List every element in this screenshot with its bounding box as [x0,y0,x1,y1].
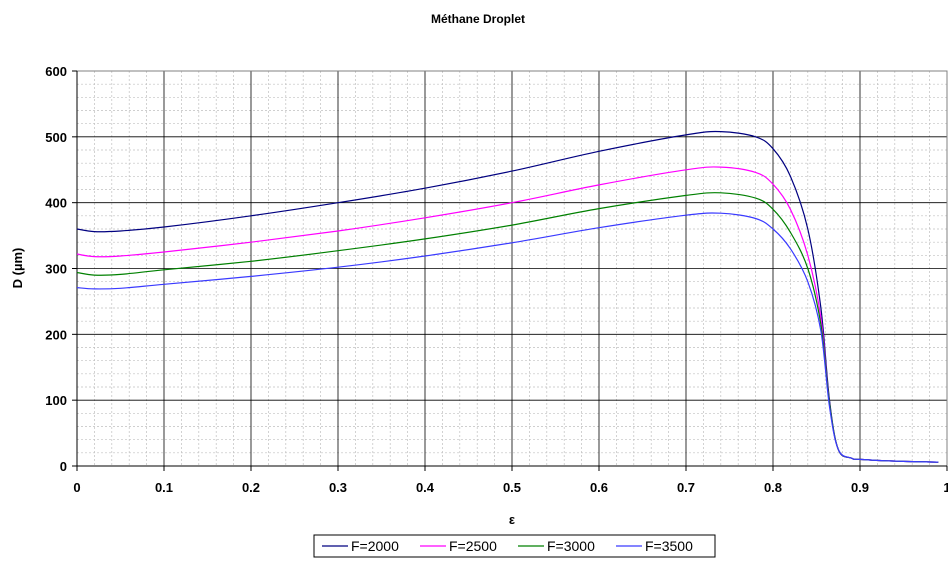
chart-title: Méthane Droplet [431,12,525,26]
series-lines [76,130,939,463]
x-tick-label: 1 [943,480,948,495]
x-tick-label: 0.7 [677,480,695,495]
x-axis-label: ε [509,512,515,527]
y-tick-label: 600 [45,64,67,79]
x-tick-label: 0.8 [764,480,782,495]
x-tick-label: 0.4 [416,480,435,495]
y-axis-label: D (µm) [10,248,25,289]
series-line-4 [76,212,939,463]
y-tick-label: 200 [45,327,67,342]
x-tick-label: 0.2 [242,480,260,495]
series-line-1 [76,130,939,463]
major-grid [77,70,947,466]
x-tick-label: 0.6 [590,480,608,495]
series-line-2 [76,166,939,463]
x-axis: 0 0.1 0.2 0.3 0.4 0.5 0.6 0.7 0.8 0.9 1 [73,465,948,495]
y-tick-label: 400 [45,196,67,211]
y-tick-label: 500 [45,130,67,145]
x-tick-label: 0.9 [851,480,869,495]
x-tick-label: 0.3 [329,480,347,495]
x-tick-label: 0.1 [155,480,173,495]
legend-label-1: F=2000 [351,538,399,554]
legend-box [313,534,716,558]
legend-label-4: F=3500 [645,538,693,554]
y-tick-label: 100 [45,393,67,408]
x-tick-label: 0.5 [503,480,521,495]
y-axis: 0 100 200 300 400 500 600 [45,64,78,474]
y-tick-label: 0 [60,459,67,474]
legend-label-2: F=2500 [449,538,497,554]
legend-label-3: F=3000 [547,538,595,554]
x-tick-label: 0 [73,480,80,495]
y-tick-label: 300 [45,262,67,277]
legend: F=2000 F=2500 F=3000 F=3500 [313,534,716,558]
